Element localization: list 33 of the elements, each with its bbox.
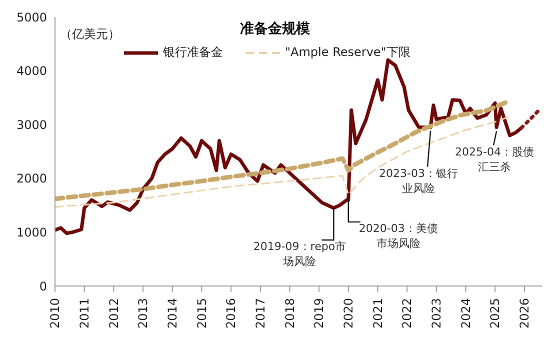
line-series (55, 116, 511, 208)
x-tick-label: 2016 (224, 298, 238, 329)
annotation: 2020-03：美债市场风险 (358, 222, 438, 250)
y-tick-label: 2000 (16, 172, 47, 186)
y-axis-title: （亿美元） (60, 26, 120, 43)
y-tick-label: 3000 (16, 118, 47, 132)
x-tick-label: 2025 (488, 298, 502, 329)
x-tick-label: 2011 (78, 298, 92, 329)
line-series (55, 100, 510, 202)
x-tick-label: 2017 (254, 298, 268, 329)
x-tick-label: 2024 (458, 298, 473, 329)
x-tick-label: 2010 (48, 298, 62, 329)
legend-label: 银行准备金 (163, 44, 223, 61)
line-series (55, 58, 524, 236)
x-tick-label: 2014 (166, 298, 180, 329)
chart-title: 准备金规模 (240, 21, 310, 37)
y-tick-label: 1000 (16, 225, 47, 240)
x-tick-label: 2013 (136, 298, 150, 329)
x-tick-label: 2023 (430, 298, 444, 329)
x-tick-label: 2012 (106, 298, 121, 329)
legend-label: "Ample Reserve"下限 (285, 44, 410, 61)
x-tick-label: 2020 (342, 298, 356, 329)
x-tick-label: 2026 (518, 298, 532, 329)
annotation: 2019-09：repo市场风险 (253, 240, 346, 268)
y-tick-label: 0 (39, 279, 47, 294)
y-tick-label: 4000 (16, 64, 47, 78)
y-tick-label: 5000 (16, 10, 47, 24)
annotation: 2023-03：银行业风险 (379, 166, 458, 195)
x-tick-label: 2018 (282, 298, 297, 329)
x-tick-label: 2015 (194, 298, 209, 329)
x-tick-label: 2019 (312, 298, 326, 329)
x-tick-label: 2021 (370, 298, 385, 329)
x-tick-label: 2022 (400, 298, 414, 329)
